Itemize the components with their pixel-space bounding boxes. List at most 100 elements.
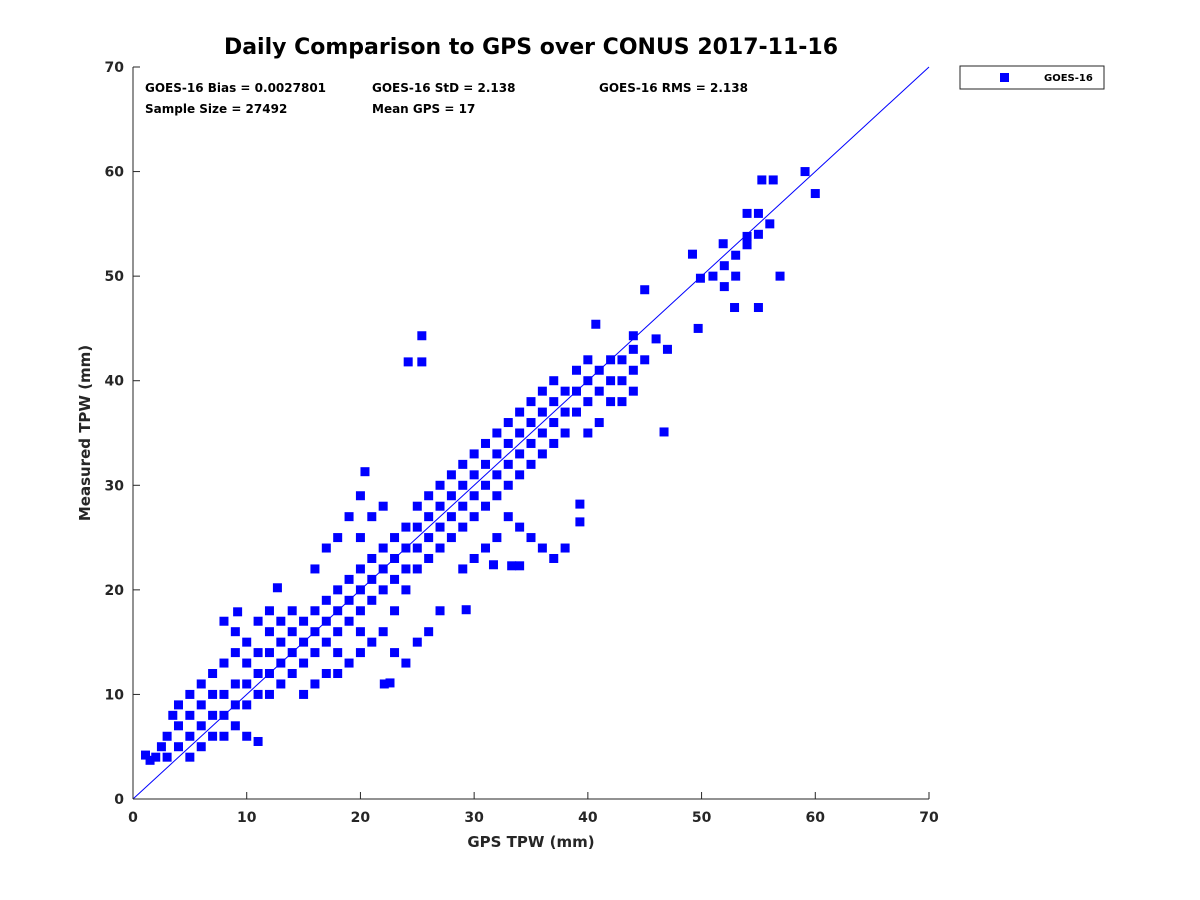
x-tick-label: 70 bbox=[919, 810, 939, 826]
data-point bbox=[560, 407, 570, 417]
data-point bbox=[765, 219, 775, 229]
data-point bbox=[156, 742, 166, 752]
stat-bias: GOES-16 Bias = 0.0027801 bbox=[145, 81, 326, 95]
data-point bbox=[435, 543, 445, 553]
data-point bbox=[424, 533, 434, 543]
data-point bbox=[355, 627, 365, 637]
data-point bbox=[800, 167, 810, 177]
data-point bbox=[469, 491, 479, 501]
data-point bbox=[659, 427, 669, 437]
data-point bbox=[253, 689, 263, 699]
data-point bbox=[310, 564, 320, 574]
data-point bbox=[321, 637, 331, 647]
data-point bbox=[575, 499, 585, 509]
reference-line-1-to-1 bbox=[132, 66, 930, 800]
data-point bbox=[230, 679, 240, 689]
data-point bbox=[757, 175, 767, 185]
data-point bbox=[424, 627, 434, 637]
y-axis-label: Measured TPW (mm) bbox=[76, 345, 94, 521]
data-point bbox=[461, 605, 471, 615]
data-point bbox=[560, 386, 570, 396]
data-point bbox=[390, 533, 400, 543]
data-point bbox=[628, 386, 638, 396]
data-point bbox=[606, 397, 616, 407]
data-point bbox=[412, 522, 422, 532]
data-point bbox=[662, 344, 672, 354]
data-point bbox=[253, 616, 263, 626]
data-point bbox=[242, 731, 252, 741]
data-point bbox=[401, 522, 411, 532]
data-point bbox=[378, 627, 388, 637]
data-point bbox=[507, 561, 517, 571]
data-point bbox=[492, 428, 502, 438]
data-point bbox=[390, 648, 400, 658]
data-point bbox=[481, 438, 491, 448]
data-point bbox=[515, 561, 525, 571]
data-point bbox=[775, 271, 785, 281]
data-point bbox=[417, 357, 427, 367]
y-tick-label: 60 bbox=[105, 165, 125, 181]
data-point bbox=[718, 239, 728, 249]
data-point bbox=[481, 459, 491, 469]
data-point bbox=[515, 407, 525, 417]
x-tick-label: 40 bbox=[578, 810, 598, 826]
data-point bbox=[458, 522, 468, 532]
data-point bbox=[424, 553, 434, 563]
data-point bbox=[360, 467, 370, 477]
x-tick-label: 0 bbox=[128, 810, 138, 826]
y-tick-label: 30 bbox=[105, 478, 125, 494]
data-point bbox=[173, 721, 183, 731]
x-tick-label: 50 bbox=[692, 810, 712, 826]
legend: GOES-16 bbox=[959, 65, 1105, 90]
data-point bbox=[503, 459, 513, 469]
data-point bbox=[367, 553, 377, 563]
data-point bbox=[344, 574, 354, 584]
data-point bbox=[344, 616, 354, 626]
data-point bbox=[719, 282, 729, 292]
data-point bbox=[299, 658, 309, 668]
data-point bbox=[537, 428, 547, 438]
data-point bbox=[583, 397, 593, 407]
data-point bbox=[594, 418, 604, 428]
data-point bbox=[333, 627, 343, 637]
data-point bbox=[390, 606, 400, 616]
data-point bbox=[310, 679, 320, 689]
data-point bbox=[488, 560, 498, 570]
data-point bbox=[617, 376, 627, 386]
x-tick-label: 60 bbox=[806, 810, 826, 826]
data-point bbox=[162, 752, 172, 762]
data-point bbox=[742, 240, 752, 250]
data-point bbox=[526, 438, 536, 448]
data-point bbox=[571, 365, 581, 375]
data-point bbox=[753, 229, 763, 239]
data-point bbox=[481, 543, 491, 553]
data-point bbox=[264, 606, 274, 616]
data-point bbox=[145, 755, 155, 765]
data-point bbox=[276, 616, 286, 626]
data-point bbox=[591, 319, 601, 329]
data-point bbox=[492, 491, 502, 501]
data-point bbox=[321, 543, 331, 553]
data-point bbox=[355, 564, 365, 574]
data-point bbox=[196, 679, 206, 689]
legend-label: GOES-16 bbox=[1044, 73, 1093, 84]
data-point bbox=[185, 752, 195, 762]
data-point bbox=[355, 533, 365, 543]
data-point bbox=[628, 365, 638, 375]
y-tick-label: 70 bbox=[105, 60, 125, 76]
data-point bbox=[435, 480, 445, 490]
data-point bbox=[276, 679, 286, 689]
y-ticks: 0 10 20 30 40 50 60 70 bbox=[105, 60, 140, 808]
data-point bbox=[367, 512, 377, 522]
data-point bbox=[219, 689, 229, 699]
data-point bbox=[549, 397, 559, 407]
data-point bbox=[208, 710, 218, 720]
data-point bbox=[515, 449, 525, 459]
stat-rms: GOES-16 RMS = 2.138 bbox=[599, 81, 748, 95]
data-point bbox=[526, 533, 536, 543]
data-point bbox=[731, 250, 741, 260]
data-point bbox=[367, 595, 377, 605]
data-point bbox=[242, 700, 252, 710]
data-point bbox=[333, 585, 343, 595]
